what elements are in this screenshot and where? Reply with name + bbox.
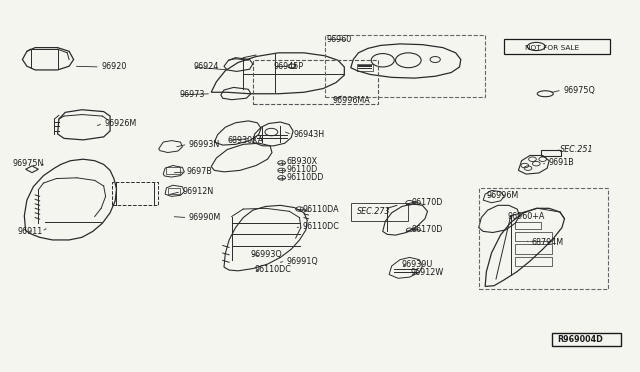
Text: 96975Q: 96975Q xyxy=(563,86,595,94)
Text: SEC.251: SEC.251 xyxy=(560,145,594,154)
Bar xyxy=(112,182,158,205)
Bar xyxy=(325,35,485,97)
Text: 96993Q: 96993Q xyxy=(251,250,283,259)
Text: 96993N: 96993N xyxy=(189,140,220,149)
Text: 9691B: 9691B xyxy=(548,158,574,167)
Text: 96110DC: 96110DC xyxy=(255,265,292,274)
Text: 9697B: 9697B xyxy=(187,167,212,176)
Text: 96991Q: 96991Q xyxy=(287,257,319,266)
Bar xyxy=(515,257,552,266)
Text: 96170D: 96170D xyxy=(412,225,443,234)
Text: 96975N: 96975N xyxy=(13,159,44,168)
Bar xyxy=(515,232,552,241)
Text: 96911: 96911 xyxy=(17,227,42,236)
Bar xyxy=(515,222,541,229)
Text: 96996M: 96996M xyxy=(486,191,518,200)
Bar xyxy=(541,150,561,156)
Text: 96110DA: 96110DA xyxy=(303,205,339,214)
Text: 96943H: 96943H xyxy=(293,130,324,139)
Bar xyxy=(552,333,621,346)
Text: 96990M: 96990M xyxy=(189,213,221,222)
Text: SEC.273: SEC.273 xyxy=(357,207,391,216)
Text: 96110DD: 96110DD xyxy=(286,173,323,182)
Text: 6B930X: 6B930X xyxy=(286,157,317,166)
Text: 96110DC: 96110DC xyxy=(303,222,340,231)
Bar xyxy=(351,203,408,221)
Text: 96920: 96920 xyxy=(101,62,127,71)
Text: 96960: 96960 xyxy=(326,35,351,44)
Bar xyxy=(479,188,608,289)
Text: NOT FOR SALE: NOT FOR SALE xyxy=(525,45,579,51)
Bar xyxy=(166,167,180,174)
Bar xyxy=(515,244,552,254)
Bar xyxy=(168,188,180,194)
Text: 96912W: 96912W xyxy=(411,268,444,277)
Text: R969004D: R969004D xyxy=(557,335,602,344)
Bar xyxy=(504,39,610,54)
Text: 96924: 96924 xyxy=(193,62,219,71)
Text: 96996MA: 96996MA xyxy=(333,96,371,105)
Text: 96939U: 96939U xyxy=(402,260,433,269)
Bar xyxy=(357,64,373,71)
Text: 96926M: 96926M xyxy=(104,119,136,128)
Text: 96945P: 96945P xyxy=(274,62,304,71)
Bar xyxy=(253,60,378,104)
Text: 68794M: 68794M xyxy=(531,238,563,247)
Text: 96973: 96973 xyxy=(179,90,205,99)
Text: 96960+A: 96960+A xyxy=(508,212,545,221)
Text: 68930XA: 68930XA xyxy=(228,136,264,145)
Text: 96912N: 96912N xyxy=(182,187,214,196)
Text: 96170D: 96170D xyxy=(412,198,443,207)
Text: 96110D: 96110D xyxy=(286,165,317,174)
